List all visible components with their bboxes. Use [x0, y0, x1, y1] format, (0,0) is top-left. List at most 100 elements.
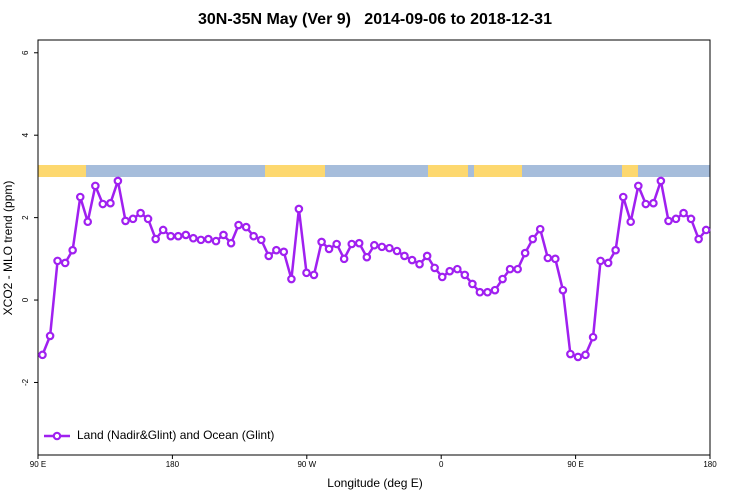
data-point — [189, 233, 198, 243]
data-point — [468, 279, 477, 289]
x-tick-label: 180 — [166, 460, 180, 469]
chart-title: 30N-35N May (Ver 9) 2014-09-06 to 2018-1… — [198, 11, 552, 28]
data-point — [121, 216, 130, 226]
data-point — [38, 350, 47, 360]
data-point — [151, 234, 160, 244]
y-tick-label: 0 — [21, 297, 30, 302]
data-point — [60, 258, 70, 268]
data-point — [513, 264, 522, 274]
data-point — [166, 231, 176, 241]
data-point — [106, 198, 115, 208]
data-point — [369, 240, 379, 250]
data-point — [332, 239, 341, 249]
data-point — [75, 192, 85, 202]
x-tick-label: 0 — [439, 460, 444, 469]
data-point — [686, 214, 696, 224]
y-tick-label: 2 — [21, 215, 30, 220]
data-point — [641, 199, 651, 209]
data-point — [634, 181, 643, 191]
x-tick-label: 90 W — [297, 460, 316, 469]
data-point — [45, 331, 55, 341]
data-point — [520, 248, 530, 258]
data-point — [241, 222, 251, 232]
data-point — [136, 208, 145, 218]
x-axis-label: Longitude (deg E) — [327, 476, 422, 490]
data-point — [437, 272, 447, 282]
data-point — [68, 245, 77, 255]
series-line — [41, 176, 708, 359]
data-point — [422, 251, 432, 261]
data-point — [347, 239, 357, 249]
data-point — [354, 238, 364, 248]
legend-marker — [52, 431, 62, 441]
data-point — [339, 254, 349, 264]
data-point — [490, 285, 500, 295]
data-point — [211, 236, 221, 246]
data-point — [679, 208, 688, 218]
plot-frame — [37, 39, 711, 456]
data-point — [128, 214, 138, 224]
data-point — [113, 176, 123, 186]
data-point — [385, 243, 394, 253]
data-point — [528, 234, 538, 244]
data-point — [588, 332, 598, 342]
data-point — [264, 251, 274, 261]
data-point — [664, 216, 673, 226]
data-point — [626, 217, 636, 227]
data-point — [196, 235, 206, 245]
data-point — [445, 266, 455, 276]
land-ocean-band — [38, 165, 710, 177]
land-band — [265, 165, 325, 177]
data-point — [596, 256, 605, 266]
legend-label: Land (Nadir&Glint) and Ocean (Glint) — [77, 428, 274, 442]
data-point — [204, 234, 213, 244]
data-point — [294, 204, 304, 214]
data-point — [98, 199, 108, 209]
x-tick-label: 90 E — [567, 460, 583, 469]
data-point — [234, 220, 243, 230]
data-point — [400, 251, 409, 261]
data-point — [558, 285, 568, 295]
data-point — [324, 244, 334, 254]
y-axis-label: XCO2 - MLO trend (ppm) — [1, 181, 15, 316]
land-band — [38, 165, 86, 177]
land-band — [474, 165, 522, 177]
data-point — [287, 274, 296, 284]
data-point — [91, 181, 100, 191]
y-tick-label: -2 — [21, 378, 30, 386]
data-point — [505, 264, 515, 274]
data-point — [407, 255, 417, 265]
data-point — [219, 230, 228, 240]
data-point — [618, 192, 628, 202]
data-point — [430, 263, 439, 273]
data-point — [566, 349, 575, 359]
data-point — [694, 234, 703, 244]
data-point — [272, 245, 281, 255]
data-point — [603, 258, 613, 268]
data-point — [535, 224, 545, 234]
data-point — [83, 217, 93, 227]
data-point — [173, 231, 183, 241]
data-point — [302, 268, 311, 278]
data-point — [53, 256, 62, 266]
data-point — [573, 352, 583, 362]
x-tick-label: 180 — [703, 460, 717, 469]
data-point — [279, 247, 289, 257]
data-point — [671, 214, 681, 224]
data-point — [362, 252, 372, 262]
data-point — [158, 225, 168, 235]
data-point — [309, 270, 319, 280]
data-point — [656, 176, 666, 186]
data-point — [377, 242, 387, 252]
data-point — [611, 245, 620, 255]
data-point — [483, 287, 492, 297]
data-point — [226, 238, 236, 248]
data-point — [453, 264, 462, 274]
data-point — [143, 214, 153, 224]
y-tick-label: 6 — [21, 50, 30, 55]
data-point — [181, 230, 191, 240]
ocean-band — [38, 165, 710, 177]
x-tick-label: 90 E — [30, 460, 46, 469]
